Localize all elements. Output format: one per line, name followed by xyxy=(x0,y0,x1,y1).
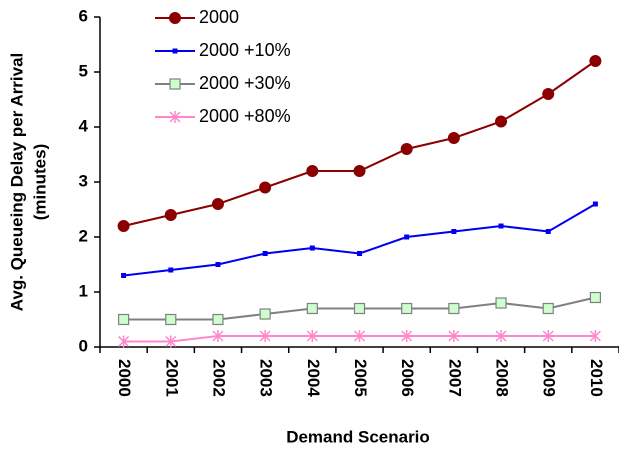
point xyxy=(498,223,504,229)
point xyxy=(545,229,551,234)
point xyxy=(542,88,555,100)
y-tick-label: 0 xyxy=(79,336,88,355)
point xyxy=(259,308,271,320)
x-tick-label: 2005 xyxy=(351,359,370,397)
legend-marker xyxy=(169,12,181,24)
point xyxy=(401,302,413,315)
point xyxy=(542,302,554,315)
point xyxy=(357,251,362,256)
x-tick-label: 2009 xyxy=(540,359,559,397)
point xyxy=(448,330,460,342)
point xyxy=(306,330,318,342)
point xyxy=(212,330,224,342)
point xyxy=(448,302,460,315)
x-tick-label: 2002 xyxy=(209,359,228,397)
y-tick-label: 4 xyxy=(79,116,89,135)
point xyxy=(118,335,130,348)
legend-marker xyxy=(169,111,181,123)
x-tick-label: 2001 xyxy=(162,359,181,397)
point xyxy=(353,330,366,342)
point xyxy=(451,229,457,234)
x-axis-label: Demand Scenario xyxy=(286,427,430,446)
x-tick-label: 2000 xyxy=(115,359,134,397)
point xyxy=(401,330,413,342)
point xyxy=(542,330,554,342)
y-tick-label: 3 xyxy=(79,171,88,190)
point xyxy=(262,251,268,256)
legend-label: 2000 +10% xyxy=(199,40,291,60)
x-tick-label: 2007 xyxy=(445,359,464,397)
y-axis-label: (minutes) xyxy=(30,144,49,221)
legend-label: 2000 +80% xyxy=(199,106,291,126)
legend-label: 2000 xyxy=(199,7,239,27)
point xyxy=(164,209,177,221)
y-axis-label: Avg. Queueing Delay per Arrival xyxy=(7,53,26,312)
point xyxy=(259,330,271,342)
point xyxy=(495,115,508,128)
y-tick-label: 5 xyxy=(79,61,88,80)
point xyxy=(165,313,177,326)
point xyxy=(306,302,318,315)
point xyxy=(212,313,224,326)
point xyxy=(400,143,413,155)
legend-marker xyxy=(169,78,181,90)
point xyxy=(168,267,174,273)
point xyxy=(117,220,130,232)
point xyxy=(589,55,602,67)
point xyxy=(306,165,319,177)
y-tick-label: 2 xyxy=(79,226,88,245)
x-tick-label: 2006 xyxy=(398,359,417,397)
line xyxy=(123,203,596,277)
point xyxy=(404,234,410,240)
point xyxy=(211,198,224,210)
point xyxy=(592,201,598,207)
point xyxy=(447,132,460,144)
point xyxy=(259,181,272,194)
y-tick-label: 1 xyxy=(79,281,88,300)
x-tick-label: 2008 xyxy=(493,359,512,397)
x-tick-label: 2010 xyxy=(587,359,606,397)
point xyxy=(495,297,507,309)
line xyxy=(123,60,596,227)
point xyxy=(215,262,221,267)
point xyxy=(165,335,177,348)
legend-label: 2000 +30% xyxy=(199,73,291,93)
legend-marker xyxy=(172,48,178,54)
point xyxy=(309,245,315,251)
x-tick-label: 2003 xyxy=(257,359,276,397)
point xyxy=(121,273,127,278)
point xyxy=(353,302,366,315)
y-tick-label: 6 xyxy=(79,6,88,25)
point xyxy=(495,330,507,342)
point xyxy=(589,291,602,304)
point xyxy=(117,313,130,326)
point xyxy=(353,165,366,177)
x-tick-label: 2004 xyxy=(304,359,323,397)
point xyxy=(589,330,601,342)
